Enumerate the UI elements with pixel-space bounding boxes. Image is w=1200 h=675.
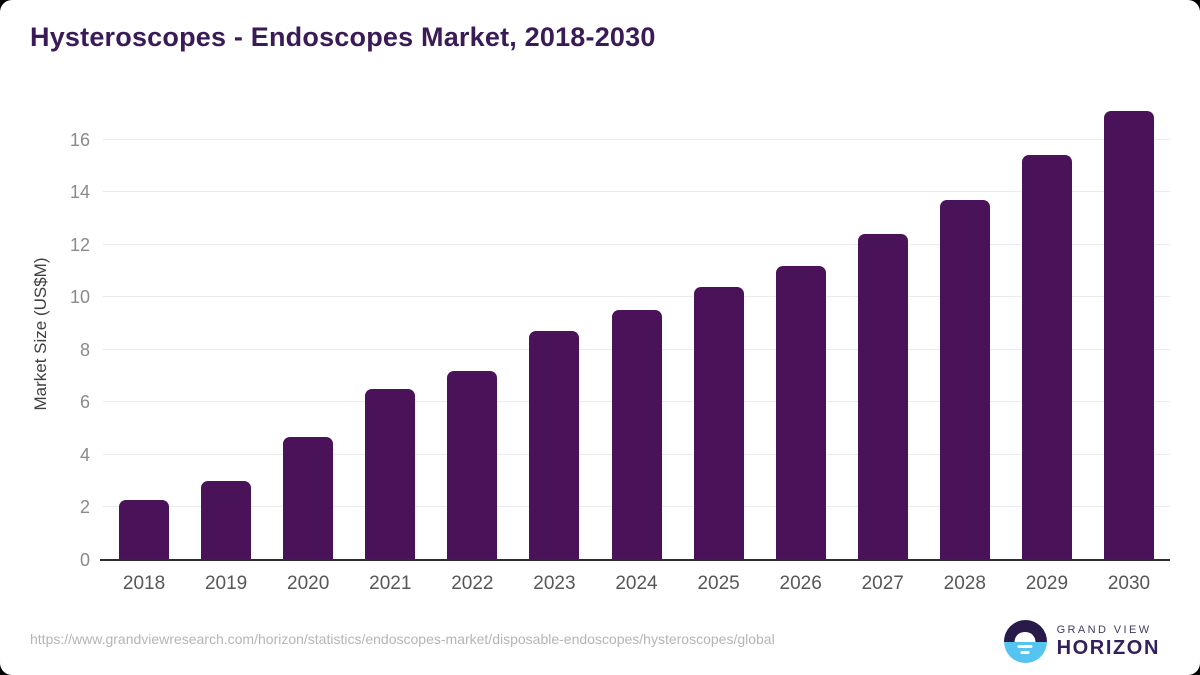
bar-2030 — [1103, 110, 1154, 560]
y-tick-label: 16 — [69, 129, 90, 150]
bar-column: 2020 — [267, 108, 349, 594]
brand-name-top: GRAND VIEW — [1056, 623, 1152, 636]
x-tick-label: 2021 — [369, 573, 412, 594]
y-tick-label: 4 — [79, 444, 90, 465]
x-tick-label: 2018 — [122, 573, 166, 594]
bar-column: 2028 — [924, 108, 1006, 594]
bar-column: 2018 — [103, 108, 185, 594]
bar-2019 — [201, 481, 252, 560]
bar-2024 — [611, 310, 662, 560]
horizon-sun-icon — [1003, 620, 1047, 663]
y-tick-label: 10 — [69, 287, 90, 308]
x-tick-label: 2023 — [533, 573, 576, 594]
x-tick-label: 2025 — [697, 573, 740, 594]
bar-2027 — [857, 234, 908, 560]
gridline — [103, 296, 1170, 298]
sun-reflection-line — [1020, 651, 1030, 654]
x-axis-line — [100, 559, 1170, 561]
bar-2023 — [529, 331, 580, 560]
x-tick-label: 2019 — [204, 573, 248, 594]
bar-column: 2026 — [760, 108, 842, 594]
sun-shape — [1014, 631, 1036, 642]
bar-column: 2022 — [431, 108, 513, 594]
bar-column: 2027 — [842, 108, 924, 594]
bar-2029 — [1021, 155, 1072, 560]
y-tick-label: 6 — [79, 392, 90, 413]
bar-2018 — [119, 499, 170, 560]
x-tick-label: 2022 — [451, 573, 494, 594]
bar-column: 2030 — [1088, 108, 1170, 594]
x-tick-label: 2020 — [287, 573, 330, 594]
bar-2021 — [365, 389, 416, 560]
x-tick-label: 2028 — [943, 573, 986, 594]
x-tick-label: 2024 — [615, 573, 658, 594]
y-tick-label: 8 — [79, 339, 90, 360]
bar-column: 2024 — [595, 108, 677, 594]
x-tick-label: 2026 — [779, 573, 822, 594]
bar-column: 2023 — [513, 108, 595, 594]
y-tick-label: 2 — [79, 497, 90, 518]
y-axis-title: Market Size (US$M) — [31, 257, 50, 411]
bar-2028 — [939, 199, 990, 560]
brand-name-bottom: HORIZON — [1056, 636, 1160, 659]
gridline — [103, 138, 1170, 140]
bar-2020 — [283, 436, 334, 560]
source-url: https://www.grandviewresearch.com/horizo… — [30, 631, 775, 647]
bar-column: 2025 — [678, 108, 760, 594]
sun-reflection-line — [1017, 645, 1033, 648]
gridline — [103, 243, 1170, 245]
bar-column: 2019 — [185, 108, 267, 594]
brand-text: GRAND VIEW HORIZON — [1057, 624, 1160, 660]
x-tick-label: 2027 — [861, 573, 904, 594]
bar-column: 2029 — [1006, 108, 1088, 594]
gridline — [103, 191, 1170, 193]
bar-2022 — [447, 370, 498, 560]
x-tick-label: 2029 — [1025, 573, 1069, 594]
horizon-sky-shape — [1003, 620, 1047, 642]
brand-logo: GRAND VIEW HORIZON — [1003, 620, 1160, 663]
bar-2026 — [775, 265, 826, 560]
y-tick-label: 0 — [79, 550, 90, 570]
bar-2025 — [693, 286, 744, 560]
bar-column: 2021 — [349, 108, 431, 594]
page-title: Hysteroscopes - Endoscopes Market, 2018-… — [30, 22, 656, 52]
y-tick-label: 12 — [69, 234, 90, 255]
y-tick-label: 14 — [69, 182, 90, 203]
plot-area: 2018 2019 2020 2021 2022 2023 2024 2025 2026 2027… — [70, 108, 1170, 594]
bar-series: 2018 2019 2020 2021 2022 2023 2024 2025 2026 2027… — [103, 108, 1170, 594]
x-tick-label: 2030 — [1107, 573, 1151, 594]
